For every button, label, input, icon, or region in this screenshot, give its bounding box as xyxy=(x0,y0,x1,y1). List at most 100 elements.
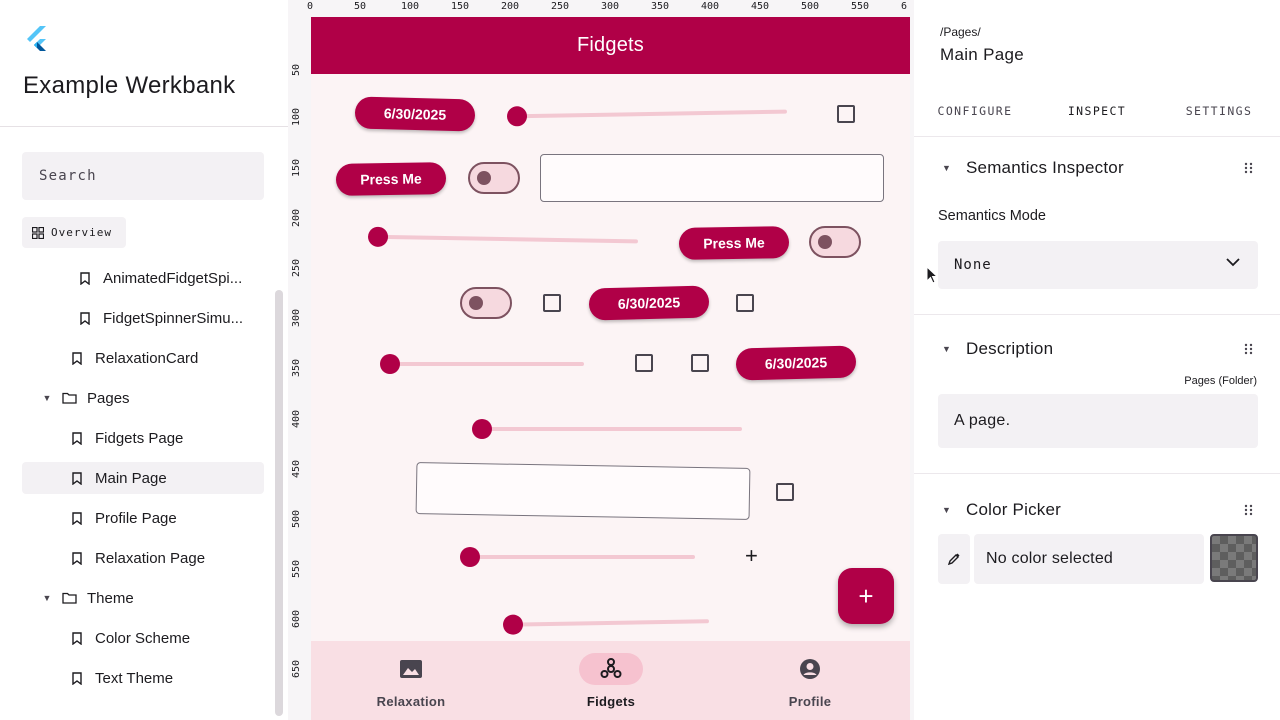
tree-folder-pages[interactable]: ▼ Pages xyxy=(22,382,264,414)
color-swatch[interactable] xyxy=(1210,534,1258,582)
press-me-button[interactable]: Press Me xyxy=(335,162,447,196)
ruler-top: 0 50 100 150 200 250 300 350 400 450 500… xyxy=(307,0,910,16)
date-chip[interactable]: 6/30/2025 xyxy=(588,285,710,321)
caret-down-icon[interactable]: ▼ xyxy=(942,163,951,173)
section-header[interactable]: ▼ Color Picker xyxy=(914,492,1280,528)
checkbox[interactable] xyxy=(691,354,709,372)
tree-item-relaxation-page[interactable]: Relaxation Page xyxy=(22,542,264,574)
ruler-tick-label: 350 xyxy=(650,1,670,12)
tree-item-animated-fidget-spinner[interactable]: AnimatedFidgetSpi... xyxy=(22,262,264,294)
ruler-tick-label: 550 xyxy=(291,559,302,578)
ruler-tick-label: 250 xyxy=(291,258,302,277)
fidget-spinner-icon xyxy=(600,658,622,678)
slider-thumb[interactable] xyxy=(380,354,400,374)
slider-thumb[interactable] xyxy=(472,419,492,439)
drag-handle-icon[interactable] xyxy=(1244,162,1254,174)
ruler-tick-label: 350 xyxy=(291,358,302,377)
caret-down-icon[interactable]: ▼ xyxy=(42,393,52,403)
checkbox[interactable] xyxy=(776,483,794,501)
bookmark-icon xyxy=(80,271,90,285)
tree-item-fidgets-page[interactable]: Fidgets Page xyxy=(22,422,264,454)
tree-item-color-scheme[interactable]: Color Scheme xyxy=(22,622,264,654)
app-bar-title: Fidgets xyxy=(311,17,910,74)
slider-thumb[interactable] xyxy=(506,106,528,127)
nav-label: Relaxation xyxy=(376,694,446,709)
section-header[interactable]: ▼ Description xyxy=(914,331,1280,367)
checkbox[interactable] xyxy=(736,294,754,312)
slider[interactable] xyxy=(502,611,710,635)
slider[interactable] xyxy=(506,102,788,127)
caret-down-icon[interactable]: ▼ xyxy=(942,505,951,515)
ruler-tick-label: 400 xyxy=(291,409,302,428)
press-me-button[interactable]: Press Me xyxy=(678,226,790,260)
tree-item-profile-page[interactable]: Profile Page xyxy=(22,502,264,534)
tree-item-relaxation-card[interactable]: RelaxationCard xyxy=(22,342,264,374)
tree-item-fidget-spinner-simulation[interactable]: FidgetSpinnerSimu... xyxy=(22,302,264,334)
ruler-tick-label: 550 xyxy=(850,1,870,12)
description-tag: Pages (Folder) xyxy=(1184,375,1257,387)
checkbox[interactable] xyxy=(635,354,653,372)
ruler-tick-label: 150 xyxy=(291,158,302,177)
bookmark-icon xyxy=(72,631,82,645)
tree-item-label: Main Page xyxy=(95,469,167,487)
nav-label: Fidgets xyxy=(586,694,636,709)
text-field[interactable] xyxy=(415,462,751,520)
toggle-switch[interactable] xyxy=(460,287,512,319)
add-icon[interactable]: + xyxy=(745,543,758,568)
search-input[interactable]: Search xyxy=(22,152,264,200)
ruler-tick-label: 400 xyxy=(700,1,720,12)
preview-canvas: 0 50 100 150 200 250 300 350 400 450 500… xyxy=(288,0,914,720)
drag-handle-icon[interactable] xyxy=(1244,504,1254,516)
nav-item-fidgets[interactable]: Fidgets xyxy=(511,641,711,720)
nav-item-relaxation[interactable]: Relaxation xyxy=(311,641,511,720)
image-icon xyxy=(400,660,422,678)
slider[interactable] xyxy=(380,354,584,374)
slider[interactable] xyxy=(460,547,695,567)
toggle-switch[interactable] xyxy=(809,226,861,258)
slider-thumb[interactable] xyxy=(367,226,389,247)
tree-item-main-page[interactable]: Main Page xyxy=(22,462,264,494)
bookmark-icon xyxy=(72,671,82,685)
caret-down-icon[interactable]: ▼ xyxy=(942,344,951,354)
slider[interactable] xyxy=(367,226,639,252)
semantics-mode-select[interactable]: None xyxy=(938,241,1258,289)
tree-item-label: FidgetSpinnerSimu... xyxy=(103,309,244,327)
checkbox[interactable] xyxy=(837,105,855,123)
caret-down-icon[interactable]: ▼ xyxy=(42,593,52,603)
tab-inspect[interactable]: INSPECT xyxy=(1067,104,1127,118)
ruler-left: 50 100 150 200 250 300 350 400 450 500 5… xyxy=(288,16,310,720)
select-value: None xyxy=(954,257,992,273)
divider xyxy=(914,473,1280,474)
inspector-panel: /Pages/ Main Page CONFIGURE INSPECT SETT… xyxy=(914,0,1280,720)
tree-folder-theme[interactable]: ▼ Theme xyxy=(22,582,264,614)
date-chip[interactable]: 6/30/2025 xyxy=(735,345,857,381)
tab-configure[interactable]: CONFIGURE xyxy=(937,104,1013,118)
tree-item-label: Relaxation Page xyxy=(95,549,206,567)
tree-item-label: Pages xyxy=(87,389,130,407)
slider[interactable] xyxy=(472,419,742,439)
ruler-tick-label: 500 xyxy=(800,1,820,12)
sidebar-scrollbar[interactable] xyxy=(275,290,283,716)
eyedropper-button[interactable] xyxy=(938,534,970,584)
ruler-tick-label: 450 xyxy=(750,1,770,12)
ruler-tick-label: 150 xyxy=(450,1,470,12)
section-header[interactable]: ▼ Semantics Inspector xyxy=(914,150,1280,186)
drag-handle-icon[interactable] xyxy=(1244,343,1254,355)
color-value-field[interactable]: No color selected xyxy=(974,534,1204,584)
slider-thumb[interactable] xyxy=(460,547,480,567)
date-chip[interactable]: 6/30/2025 xyxy=(354,96,476,132)
fab-add-button[interactable]: + xyxy=(838,568,894,624)
tree-item-text-theme[interactable]: Text Theme xyxy=(22,662,264,694)
tab-settings[interactable]: SETTINGS xyxy=(1185,104,1253,118)
account-circle-icon xyxy=(800,659,820,679)
text-field[interactable] xyxy=(540,154,884,202)
checkbox[interactable] xyxy=(543,294,561,312)
ruler-tick-label: 600 xyxy=(291,609,302,628)
overview-label: Overview xyxy=(51,226,112,239)
overview-button[interactable]: Overview xyxy=(22,217,126,248)
bookmark-icon xyxy=(72,351,82,365)
toggle-switch[interactable] xyxy=(468,162,520,194)
nav-item-profile[interactable]: Profile xyxy=(710,641,910,720)
tree-item-label: Theme xyxy=(87,589,134,607)
slider-thumb[interactable] xyxy=(502,614,524,635)
